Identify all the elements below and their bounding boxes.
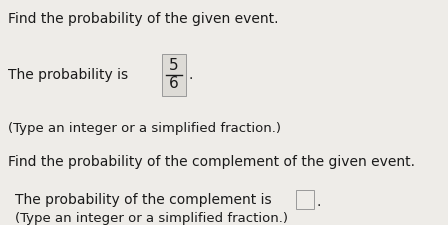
Text: (Type an integer or a simplified fraction.): (Type an integer or a simplified fractio…: [8, 122, 281, 135]
Text: 5: 5: [169, 58, 179, 74]
Text: 6: 6: [169, 76, 179, 92]
Text: .: .: [316, 195, 320, 209]
Text: (Type an integer or a simplified fraction.): (Type an integer or a simplified fractio…: [15, 212, 288, 225]
Text: The probability is: The probability is: [8, 68, 133, 82]
Text: The probability of the complement is: The probability of the complement is: [15, 193, 276, 207]
FancyBboxPatch shape: [162, 54, 186, 96]
Text: .: .: [189, 68, 194, 82]
FancyBboxPatch shape: [296, 190, 314, 209]
Text: Find the probability of the given event.: Find the probability of the given event.: [8, 12, 279, 26]
Text: Find the probability of the complement of the given event.: Find the probability of the complement o…: [8, 155, 415, 169]
